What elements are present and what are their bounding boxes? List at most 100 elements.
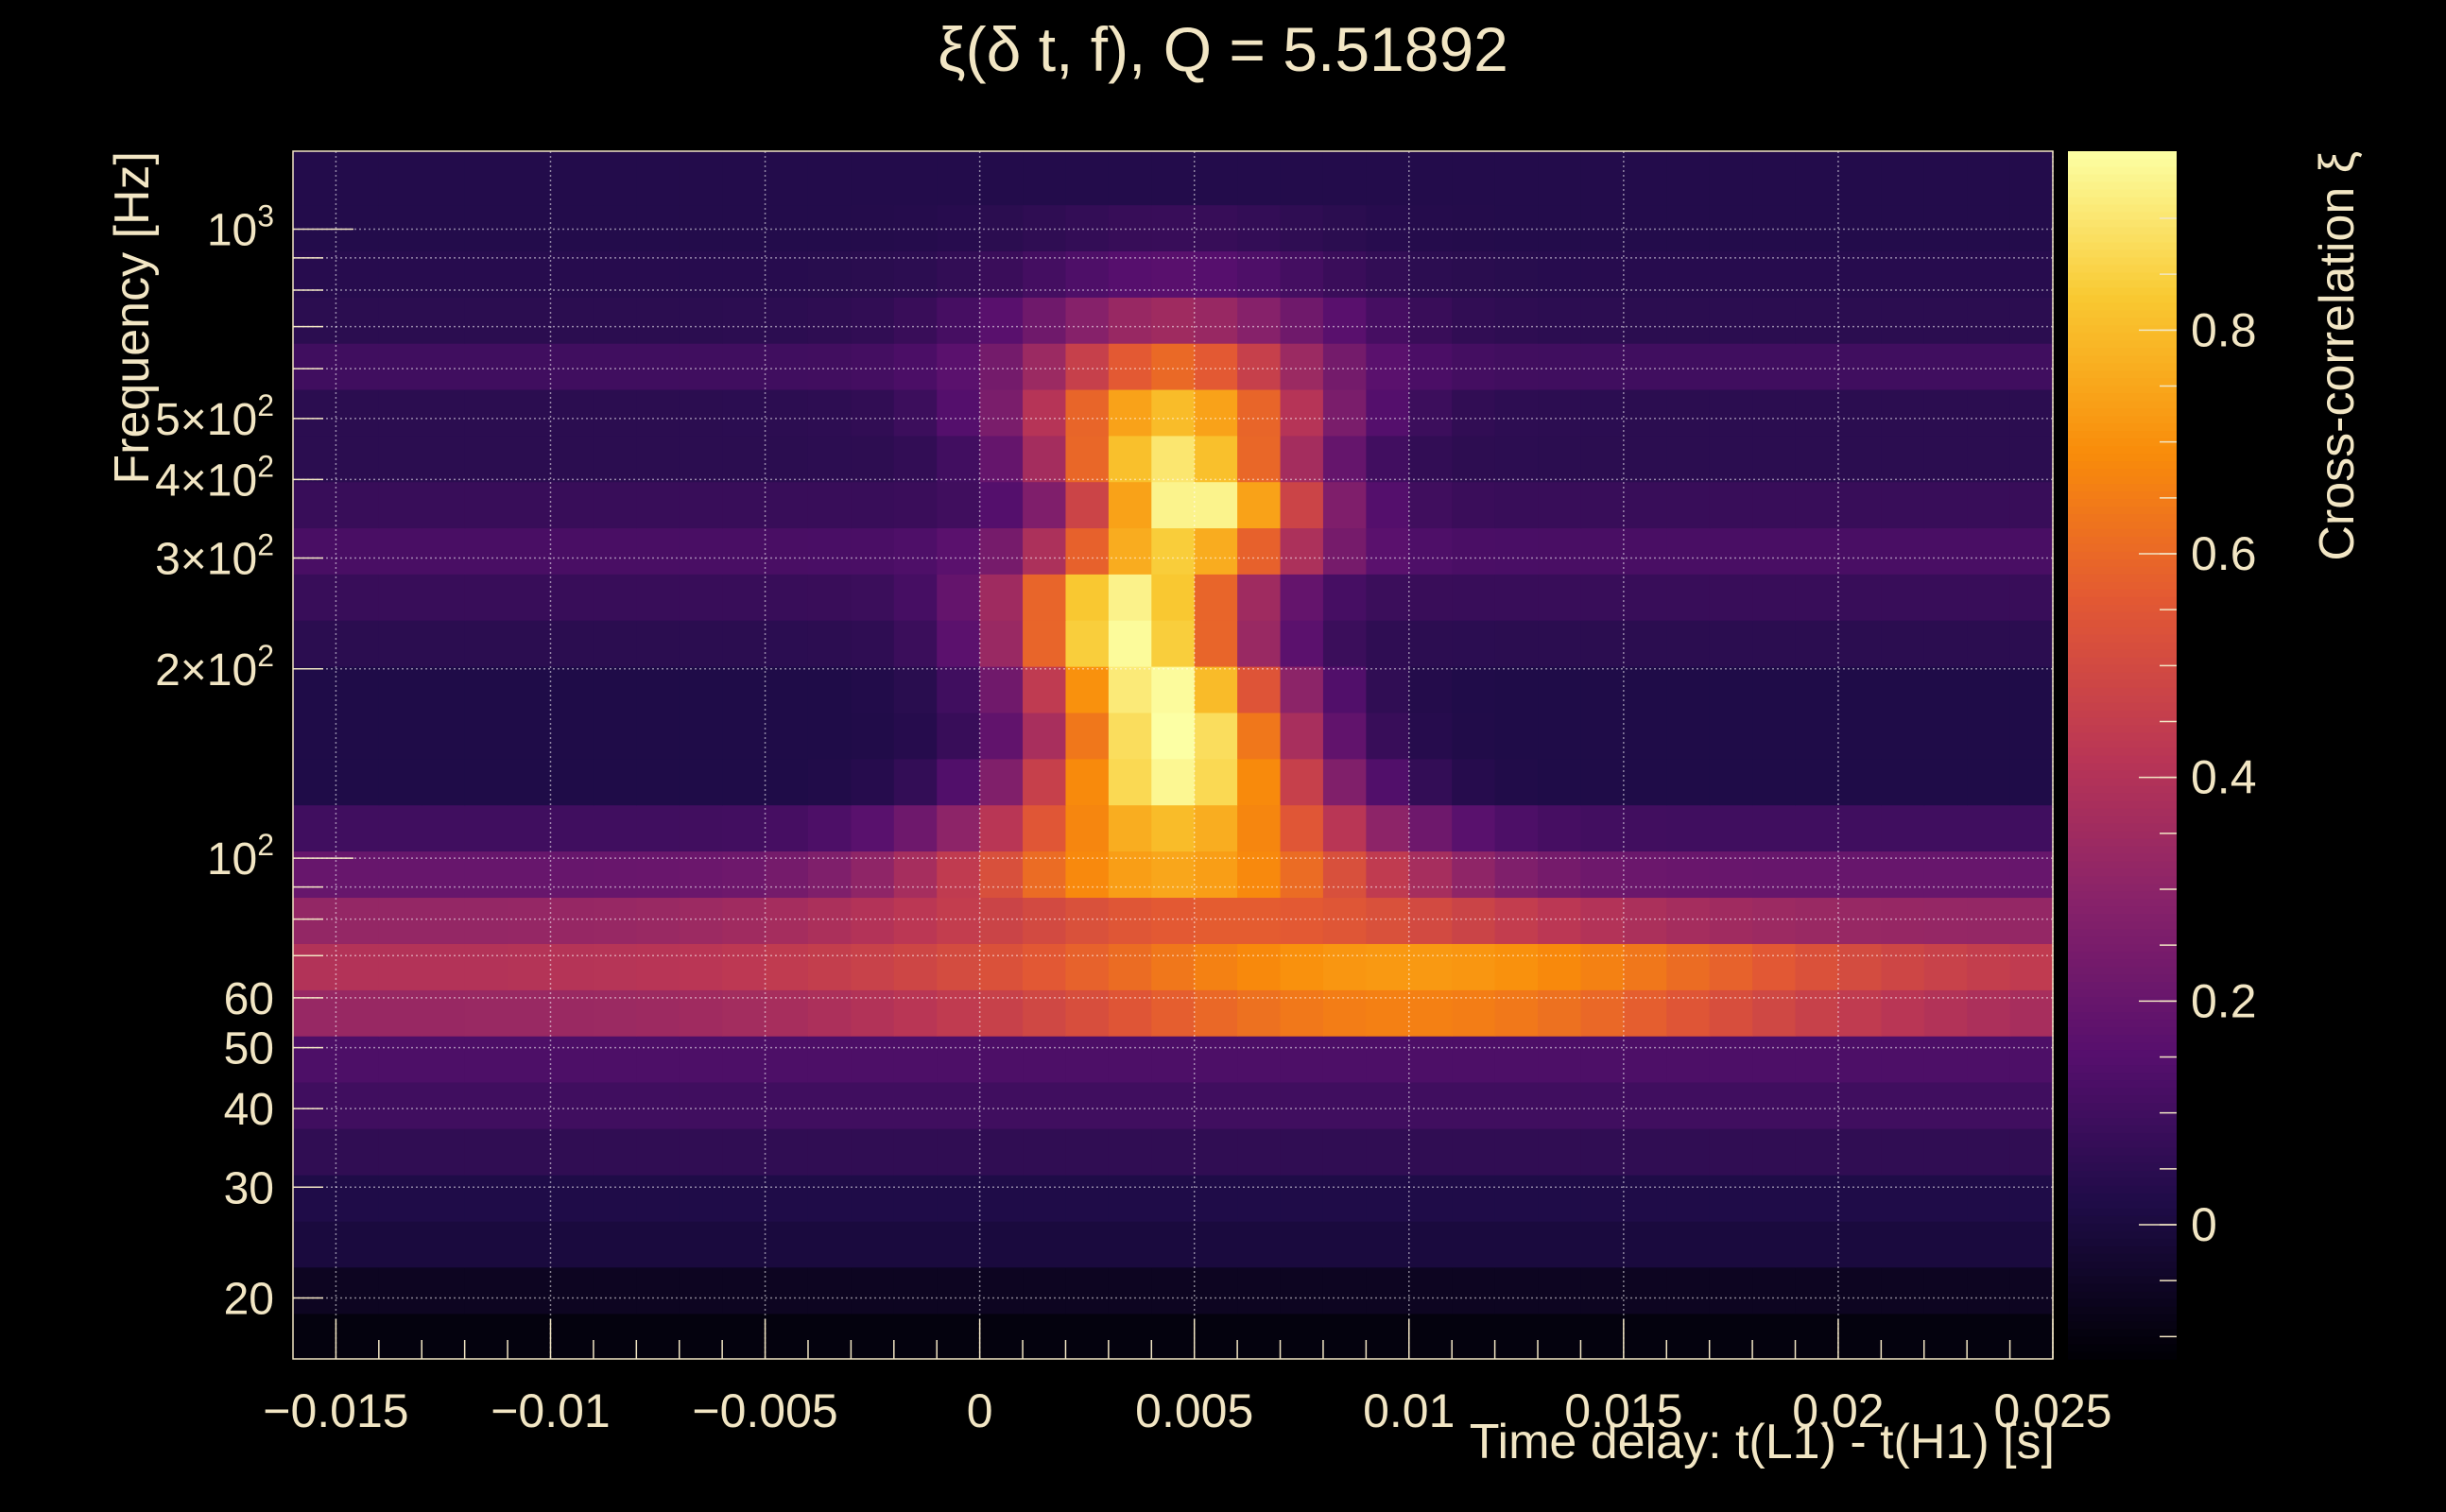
heatmap-cell xyxy=(679,943,723,990)
heatmap-cell xyxy=(1023,204,1067,252)
heatmap-cell xyxy=(1366,1081,1410,1129)
colorbar-segment xyxy=(2068,837,2177,847)
heatmap-cell xyxy=(1151,1266,1196,1314)
heatmap-cell xyxy=(722,435,767,483)
heatmap-cell xyxy=(937,527,981,575)
heatmap-cell xyxy=(937,204,981,252)
y-tick-label: 3×102 xyxy=(155,528,274,585)
heatmap-cell xyxy=(1623,204,1667,252)
heatmap-cell xyxy=(636,897,680,944)
x-tick-label: −0.015 xyxy=(263,1384,408,1437)
heatmap-cell xyxy=(722,758,767,806)
heatmap-cell xyxy=(1538,1266,1582,1314)
heatmap-cell xyxy=(1194,1266,1238,1314)
colorbar: 0 0.2 0.4 0.6 0.8 xyxy=(2068,151,2257,1360)
heatmap-cell xyxy=(979,1081,1024,1129)
heatmap-cell xyxy=(550,1221,594,1268)
heatmap-cell xyxy=(1666,1175,1711,1222)
heatmap-cell xyxy=(679,297,723,344)
heatmap-cell xyxy=(1322,250,1367,298)
colorbar-segment xyxy=(2068,868,2177,877)
colorbar-segment xyxy=(2068,385,2177,394)
heatmap-cell xyxy=(1108,481,1152,529)
heatmap-cell xyxy=(851,666,895,713)
heatmap-cell xyxy=(1923,758,1968,806)
heatmap-cell xyxy=(1666,804,1711,852)
colorbar-segment xyxy=(2068,1049,2177,1058)
heatmap-cell xyxy=(807,435,852,483)
heatmap-cell xyxy=(1366,388,1410,437)
colorbar-segment xyxy=(2068,1079,2177,1089)
heatmap-cell xyxy=(464,758,508,806)
colorbar-segment xyxy=(2068,286,2177,296)
heatmap-cell xyxy=(893,804,938,852)
heatmap-cell xyxy=(765,666,809,713)
heatmap-cell xyxy=(464,527,508,575)
heatmap-cell xyxy=(1408,250,1453,298)
heatmap-cell xyxy=(1538,620,1582,667)
heatmap-cell xyxy=(893,250,938,298)
heatmap-cell xyxy=(550,481,594,529)
heatmap-cell xyxy=(1280,481,1324,529)
heatmap-cell xyxy=(1666,1036,1711,1083)
heatmap-cell xyxy=(1967,1313,2011,1360)
heatmap-cell xyxy=(679,1175,723,1222)
heatmap-cell xyxy=(550,758,594,806)
heatmap-cell xyxy=(464,151,508,206)
colorbar-segment xyxy=(2068,279,2177,288)
heatmap-cell xyxy=(893,1266,938,1314)
heatmap-cell xyxy=(1194,388,1238,437)
heatmap-cell xyxy=(1151,481,1196,529)
heatmap-cell xyxy=(1795,620,1839,667)
heatmap-cell xyxy=(1408,804,1453,852)
heatmap-cell xyxy=(1366,989,1410,1037)
heatmap-cell xyxy=(1023,151,1067,206)
x-tick-label: −0.005 xyxy=(692,1384,837,1437)
heatmap-cell xyxy=(1580,435,1625,483)
colorbar-segment xyxy=(2068,1291,2177,1299)
heatmap-cell xyxy=(1967,804,2011,852)
heatmap-cell xyxy=(1837,388,1882,437)
heatmap-cell xyxy=(378,1221,422,1268)
heatmap-cell xyxy=(979,204,1024,252)
heatmap-cell xyxy=(1237,1081,1282,1129)
heatmap-cell xyxy=(937,897,981,944)
heatmap-cell xyxy=(593,297,637,344)
heatmap-cell xyxy=(851,897,895,944)
heatmap-cell xyxy=(593,712,637,760)
heatmap-cell xyxy=(550,989,594,1037)
heatmap-cell xyxy=(1408,1036,1453,1083)
heatmap-cell xyxy=(1194,989,1238,1037)
colorbar-segment xyxy=(2068,165,2177,175)
heatmap-cell xyxy=(679,1081,723,1129)
heatmap-cell xyxy=(1623,574,1667,621)
heatmap-cell xyxy=(464,712,508,760)
heatmap-cell xyxy=(1237,1221,1282,1268)
heatmap-cell xyxy=(1666,297,1711,344)
heatmap-cell xyxy=(1408,343,1453,390)
heatmap-cell xyxy=(1408,620,1453,667)
colorbar-segment xyxy=(2068,453,2177,462)
heatmap-cell xyxy=(378,758,422,806)
heatmap-cell xyxy=(765,712,809,760)
heatmap-cell xyxy=(679,989,723,1037)
heatmap-cell xyxy=(979,574,1024,621)
heatmap-cell xyxy=(550,712,594,760)
heatmap-cell xyxy=(1837,804,1882,852)
colorbar-segment xyxy=(2068,845,2177,854)
colorbar-segment xyxy=(2068,226,2177,235)
heatmap-cell xyxy=(679,712,723,760)
heatmap-cell xyxy=(293,1175,337,1222)
heatmap-cell xyxy=(1967,1266,2011,1314)
heatmap-cell xyxy=(1795,1221,1839,1268)
heatmap-cell xyxy=(1709,712,1753,760)
heatmap-cell xyxy=(807,204,852,252)
heatmap-cell xyxy=(1065,1175,1110,1222)
y-tick-label: 5×102 xyxy=(155,388,274,445)
heatmap-cell xyxy=(1837,666,1882,713)
heatmap-cell xyxy=(851,435,895,483)
heatmap-cell xyxy=(1881,250,1925,298)
heatmap-cell xyxy=(336,297,380,344)
heatmap-cell xyxy=(1065,943,1110,990)
colorbar-tick-label: 0.2 xyxy=(2191,974,2257,1027)
